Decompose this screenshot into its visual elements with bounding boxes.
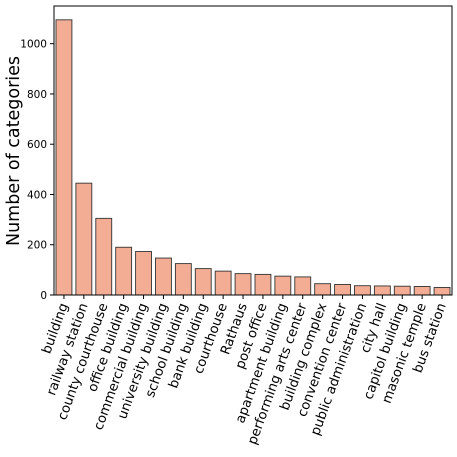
- y-tick-label: 800: [27, 89, 47, 101]
- y-tick-label: 0: [40, 290, 47, 302]
- bar-bus-station: [433, 287, 451, 296]
- bar-courthouse: [214, 270, 232, 296]
- bar-capitol-building: [393, 285, 411, 296]
- bar-convention-center: [334, 284, 351, 296]
- y-tick-label: 200: [27, 240, 47, 252]
- y-tick-label: 600: [27, 139, 47, 151]
- y-tick-label: 400: [27, 189, 47, 201]
- bar-school-building: [174, 263, 192, 296]
- bar-university-building: [155, 257, 172, 296]
- bar-public-administration: [354, 285, 371, 296]
- bar-county-courthouse: [95, 217, 113, 296]
- bar-office-building: [115, 246, 133, 296]
- y-tick-label: 1000: [20, 38, 47, 50]
- bar-performing-arts-center: [294, 276, 312, 296]
- bar-masonic-temple: [413, 286, 431, 296]
- bar-city-hall: [373, 285, 391, 296]
- bar-building-complex: [314, 283, 332, 296]
- bar-post-office: [254, 273, 272, 296]
- bar-rathaus: [234, 273, 252, 296]
- bar-apartment-building: [274, 275, 292, 296]
- y-axis-label: Number of categories: [4, 56, 24, 246]
- plot-frame: [53, 5, 453, 296]
- bar-bank-building: [194, 268, 212, 296]
- bar-railway-station: [75, 182, 93, 296]
- bar-building: [55, 19, 73, 296]
- bar-commercial-building: [135, 251, 152, 296]
